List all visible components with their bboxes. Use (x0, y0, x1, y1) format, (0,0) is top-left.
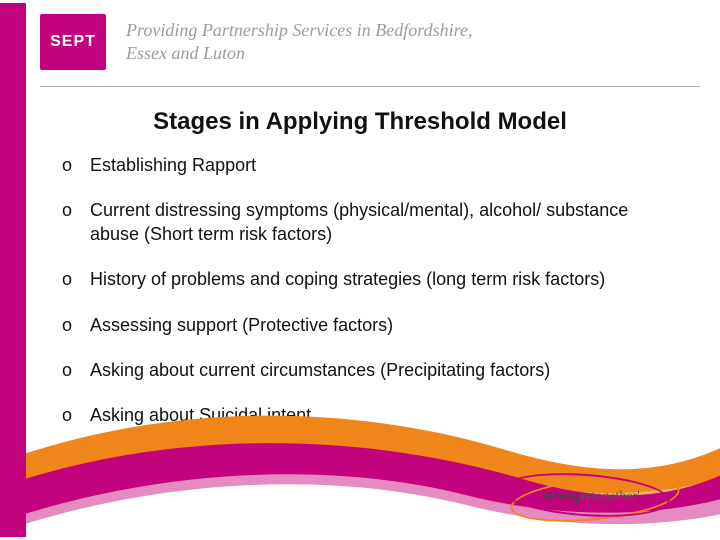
left-accent-bar (0, 3, 26, 537)
sept-logo: SEPT (40, 14, 106, 70)
footer-rest: ertogether' (581, 489, 640, 504)
slide-title: Stages in Applying Threshold Model (0, 108, 720, 136)
header-divider (40, 86, 700, 87)
list-item: Asking about current circumstances (Prec… (62, 359, 672, 382)
list-item: Assessing support (Protective factors) (62, 314, 672, 337)
list-item: Establishing Rapport (62, 154, 672, 177)
footer-strong: strong (543, 489, 581, 504)
footer-logo: 'strongertogether' (500, 472, 680, 522)
list-item: Current distressing symptoms (physical/m… (62, 199, 672, 246)
slide-root: SEPT Providing Partnership Services in B… (0, 0, 720, 540)
list-item: Asking about Suicidal intent (62, 404, 672, 427)
tagline-line1: Providing Partnership Services in Bedfor… (126, 19, 472, 42)
sept-logo-text: SEPT (50, 33, 96, 51)
bullet-list: Establishing Rapport Current distressing… (62, 154, 672, 450)
list-item: History of problems and coping strategie… (62, 268, 672, 291)
footer-logo-text: 'strongertogether' (540, 489, 640, 505)
tagline-line2: Essex and Luton (126, 42, 472, 65)
header: SEPT Providing Partnership Services in B… (40, 14, 472, 70)
header-tagline: Providing Partnership Services in Bedfor… (126, 19, 472, 66)
